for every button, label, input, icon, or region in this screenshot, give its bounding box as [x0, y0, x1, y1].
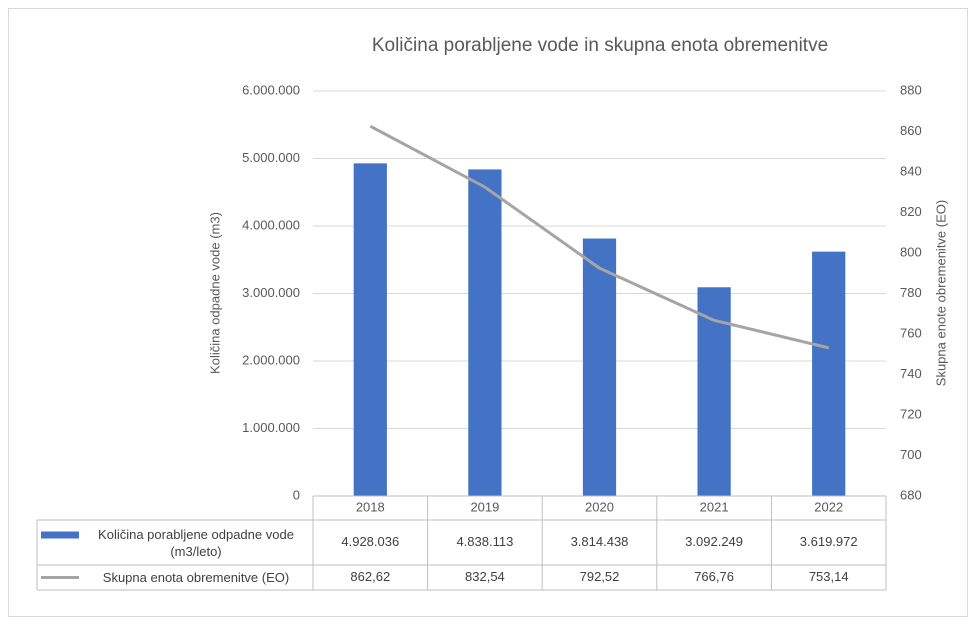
bar: [468, 169, 502, 496]
x-tick-label: 2018: [356, 499, 385, 514]
legend-wrap: Količina porabljene odpadne vode (m3/let…: [79, 521, 313, 565]
x-tick-label: 2021: [700, 499, 729, 514]
x-tick-label: 2022: [814, 499, 843, 514]
table-value: 792,52: [580, 569, 620, 584]
y2-tick-label: 680: [900, 487, 922, 502]
legend-key: [41, 531, 79, 539]
line: [369, 124, 830, 350]
table-value: 4.928.036: [341, 534, 399, 549]
table-value: 3.619.972: [800, 534, 858, 549]
y-tick-label: 1.000.000: [242, 420, 300, 435]
y2-tick-label: 740: [900, 366, 922, 381]
bar: [697, 287, 731, 496]
table-value: 862,62: [350, 569, 390, 584]
bar: [582, 238, 617, 496]
x-tick-label: 2019: [470, 499, 499, 514]
legend-entry: Skupna enota obremenitve (EO): [102, 570, 290, 585]
y-tick-label: 0: [293, 487, 300, 502]
y2-tick-label: 780: [900, 285, 922, 300]
table-value: 753,14: [809, 569, 849, 584]
y2-tick-label: 840: [900, 163, 922, 178]
table-value: 766,76: [694, 569, 734, 584]
table-value: 3.092.249: [685, 534, 743, 549]
y2-axis-label: Skupna enote obremenitve (EO): [933, 200, 948, 386]
y2-tick-label: 820: [900, 204, 922, 219]
y2-tick-label: 800: [900, 244, 922, 259]
y-tick-label: 4.000.000: [242, 217, 300, 232]
legend-wrap: Skupna enota obremenitve (EO): [79, 556, 313, 600]
y2-tick-label: 760: [900, 325, 922, 340]
y2-tick-label: 700: [900, 447, 922, 462]
bar: [353, 163, 387, 496]
legend-entry-box: Količina porabljene odpadne vode (m3/let…: [79, 521, 313, 565]
chart-title: Količina porabljene vode in skupna enota…: [372, 35, 828, 56]
y-tick-label: 5.000.000: [242, 150, 300, 165]
legend-entry: Količina porabljene odpadne vode (m3/let…: [98, 526, 294, 559]
legend-entry-box: Skupna enota obremenitve (EO): [79, 556, 313, 600]
y2-tick-label: 880: [900, 82, 922, 97]
y-tick-label: 6.000.000: [242, 82, 300, 97]
y-axis-label: Količina odpadne vode (m3): [207, 212, 222, 374]
table-value: 4.838.113: [456, 534, 513, 549]
table-value: 832,54: [465, 569, 505, 584]
bar: [812, 251, 846, 496]
y-tick-label: 3.000.000: [242, 285, 300, 300]
y2-tick-label: 860: [900, 123, 922, 138]
table-value: 3.814.438: [571, 534, 629, 549]
y-tick-label: 2.000.000: [242, 352, 300, 367]
x-tick-label: 2020: [585, 499, 614, 514]
y2-tick-label: 720: [900, 406, 922, 421]
